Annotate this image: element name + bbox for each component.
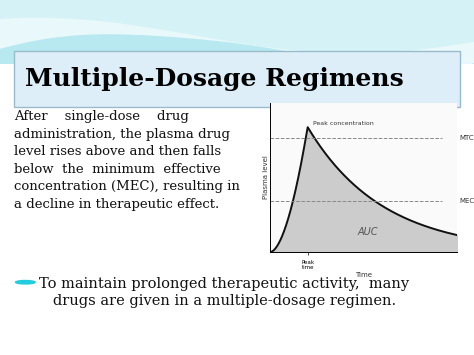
X-axis label: Time: Time xyxy=(356,272,372,278)
Text: After    single-dose    drug
administration, the plasma drug
level rises above a: After single-dose drug administration, t… xyxy=(14,110,240,211)
Y-axis label: Plasma level: Plasma level xyxy=(263,155,269,200)
Polygon shape xyxy=(0,0,474,71)
Polygon shape xyxy=(0,0,474,53)
Text: MTC: MTC xyxy=(459,136,474,141)
Text: Peak concentration: Peak concentration xyxy=(313,121,374,126)
Text: To maintain prolonged therapeutic activity,  many
   drugs are given in a multip: To maintain prolonged therapeutic activi… xyxy=(39,277,409,308)
FancyBboxPatch shape xyxy=(0,0,474,64)
Text: Multiple-Dosage Regimens: Multiple-Dosage Regimens xyxy=(25,67,404,91)
FancyBboxPatch shape xyxy=(14,51,460,106)
Circle shape xyxy=(16,280,35,284)
Text: AUC: AUC xyxy=(357,227,378,237)
Text: MEC: MEC xyxy=(459,198,474,204)
